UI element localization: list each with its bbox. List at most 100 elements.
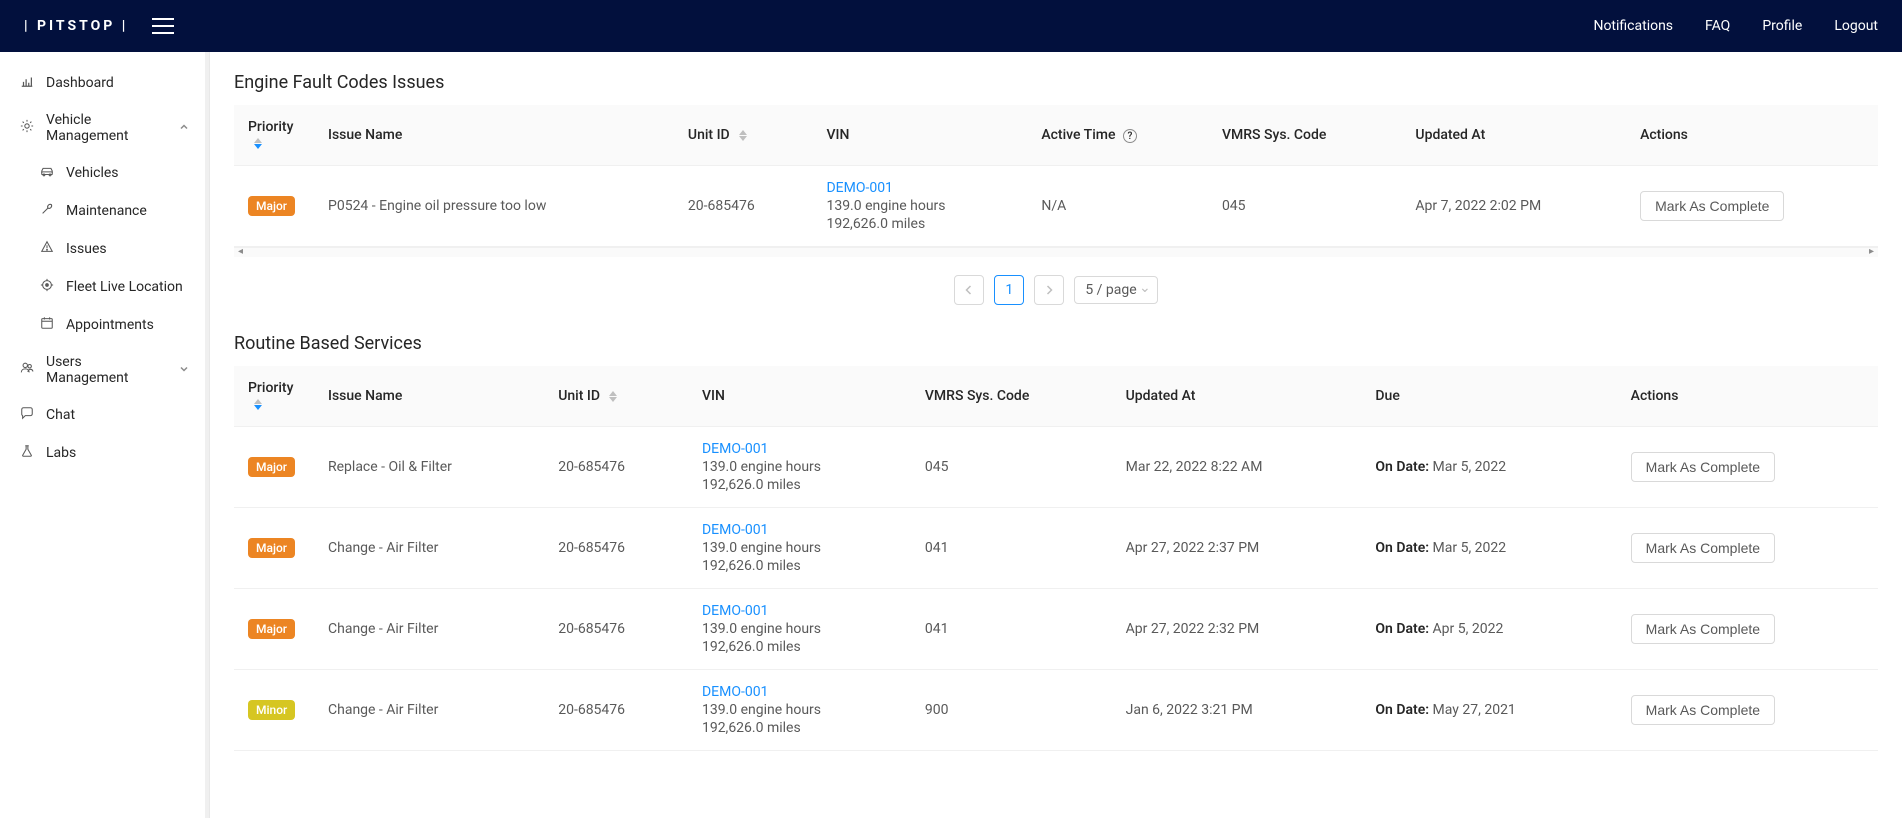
cell-updated: Mar 22, 2022 8:22 AM (1112, 427, 1362, 508)
cell-unit: 20-685476 (544, 427, 688, 508)
sidebar-item-fleet[interactable]: Fleet Live Location (0, 268, 209, 306)
cell-vmrs: 045 (1208, 166, 1401, 247)
gear-icon (20, 119, 34, 137)
table-row: MajorChange - Air Filter20-685476DEMO-00… (234, 508, 1878, 589)
col-actions: Actions (1617, 366, 1878, 427)
chevron-up-icon (179, 122, 189, 135)
sort-icon (739, 130, 747, 141)
cell-vmrs: 041 (911, 589, 1112, 670)
mark-complete-button[interactable]: Mark As Complete (1631, 452, 1775, 482)
cell-unit: 20-685476 (544, 670, 688, 751)
vin-hours: 139.0 engine hours (702, 540, 897, 556)
col-unit[interactable]: Unit ID (674, 105, 813, 166)
flask-icon (20, 444, 34, 462)
cell-unit: 20-685476 (544, 589, 688, 670)
col-updated[interactable]: Updated At (1112, 366, 1362, 427)
nav-faq[interactable]: FAQ (1705, 18, 1730, 34)
table-row: MinorChange - Air Filter20-685476DEMO-00… (234, 670, 1878, 751)
col-vin[interactable]: VIN (688, 366, 911, 427)
cell-updated: Jan 6, 2022 3:21 PM (1112, 670, 1362, 751)
section-title-fault-codes: Engine Fault Codes Issues (234, 72, 1878, 93)
sidebar-item-issues[interactable]: Issues (0, 230, 209, 268)
routine-services-table: Priority Issue Name Unit ID (234, 366, 1878, 751)
mark-complete-button[interactable]: Mark As Complete (1631, 533, 1775, 563)
vin-miles: 192,626.0 miles (702, 639, 897, 655)
cell-updated: Apr 7, 2022 2:02 PM (1401, 166, 1626, 247)
col-priority[interactable]: Priority (234, 105, 314, 166)
col-vmrs[interactable]: VMRS Sys. Code (911, 366, 1112, 427)
cell-unit: 20-685476 (544, 508, 688, 589)
priority-badge: Major (248, 457, 295, 477)
calendar-icon (40, 316, 54, 334)
priority-badge: Minor (248, 700, 295, 720)
cell-active: N/A (1027, 166, 1208, 247)
col-updated[interactable]: Updated At (1401, 105, 1626, 166)
mark-complete-button[interactable]: Mark As Complete (1640, 191, 1784, 221)
col-active-time[interactable]: Active Time ? (1027, 105, 1208, 166)
vin-hours: 139.0 engine hours (702, 459, 897, 475)
cell-vmrs: 041 (911, 508, 1112, 589)
chevron-down-icon (179, 364, 189, 377)
vin-link[interactable]: DEMO-001 (702, 522, 897, 538)
mark-complete-button[interactable]: Mark As Complete (1631, 614, 1775, 644)
location-icon (40, 278, 54, 296)
vin-miles: 192,626.0 miles (826, 216, 1013, 232)
warning-icon (40, 240, 54, 258)
users-icon (20, 361, 34, 379)
col-issue[interactable]: Issue Name (314, 366, 544, 427)
sidebar-item-vehicles[interactable]: Vehicles (0, 154, 209, 192)
col-due[interactable]: Due (1361, 366, 1616, 427)
table-row: Major P0524 - Engine oil pressure too lo… (234, 166, 1878, 247)
table-row: Major Replace - Oil & Filter20-685476 DEMO… (234, 427, 1878, 508)
menu-toggle[interactable] (152, 18, 174, 34)
sort-icon (254, 399, 262, 410)
sidebar-item-labs[interactable]: Labs (0, 434, 209, 472)
info-icon[interactable]: ? (1123, 129, 1137, 143)
col-unit[interactable]: Unit ID (544, 366, 688, 427)
cell-updated: Apr 27, 2022 2:32 PM (1112, 589, 1362, 670)
page-1[interactable]: 1 (994, 275, 1024, 305)
priority-badge: Major (248, 538, 295, 558)
vin-hours: 139.0 engine hours (826, 198, 1013, 214)
page-prev[interactable] (954, 275, 984, 305)
priority-badge: Major (248, 196, 295, 216)
vin-link[interactable]: DEMO-001 (826, 180, 1013, 196)
nav-logout[interactable]: Logout (1834, 18, 1878, 34)
vin-hours: 139.0 engine hours (702, 702, 897, 718)
sidebar-item-maintenance[interactable]: Maintenance (0, 192, 209, 230)
chart-icon (20, 74, 34, 92)
priority-badge: Major (248, 619, 295, 639)
vin-miles: 192,626.0 miles (702, 720, 897, 736)
vin-link[interactable]: DEMO-001 (702, 603, 897, 619)
sidebar-item-dashboard[interactable]: Dashboard (0, 64, 209, 102)
page-next[interactable] (1034, 275, 1064, 305)
vin-hours: 139.0 engine hours (702, 621, 897, 637)
fault-codes-table: Priority Issue Name Unit ID (234, 105, 1878, 247)
cell-due: On Date: Mar 5, 2022 (1361, 427, 1616, 508)
nav-profile[interactable]: Profile (1762, 18, 1802, 34)
cell-issue: Replace - Oil & Filter (314, 427, 544, 508)
page-size-select[interactable]: 5 / page (1074, 276, 1157, 304)
cell-issue: Change - Air Filter (314, 589, 544, 670)
mark-complete-button[interactable]: Mark As Complete (1631, 695, 1775, 725)
nav-notifications[interactable]: Notifications (1593, 18, 1673, 34)
pagination: 1 5 / page (234, 275, 1878, 305)
vin-link[interactable]: DEMO-001 (702, 684, 897, 700)
wrench-icon (40, 202, 54, 220)
section-title-routine: Routine Based Services (234, 333, 1878, 354)
sidebar-item-chat[interactable]: Chat (0, 396, 209, 434)
col-priority[interactable]: Priority (234, 366, 314, 427)
table-row: Major Change - Air Filter20-685476 DEMO-00… (234, 589, 1878, 670)
sidebar-item-appointments[interactable]: Appointments (0, 306, 209, 344)
col-issue[interactable]: Issue Name (314, 105, 674, 166)
sidebar-item-users-management[interactable]: Users Management (0, 344, 209, 396)
topbar: | PITSTOP | Notifications FAQ Profile Lo… (0, 0, 1902, 52)
sort-icon (609, 391, 617, 402)
col-vin[interactable]: VIN (812, 105, 1027, 166)
sidebar-item-vehicle-management[interactable]: Vehicle Management (0, 102, 209, 154)
sidebar: Dashboard Vehicle Management Vehicles Ma… (0, 52, 210, 818)
horizontal-scrollbar[interactable] (234, 247, 1878, 257)
vin-link[interactable]: DEMO-001 (702, 441, 897, 457)
col-vmrs[interactable]: VMRS Sys. Code (1208, 105, 1401, 166)
col-actions: Actions (1626, 105, 1878, 166)
